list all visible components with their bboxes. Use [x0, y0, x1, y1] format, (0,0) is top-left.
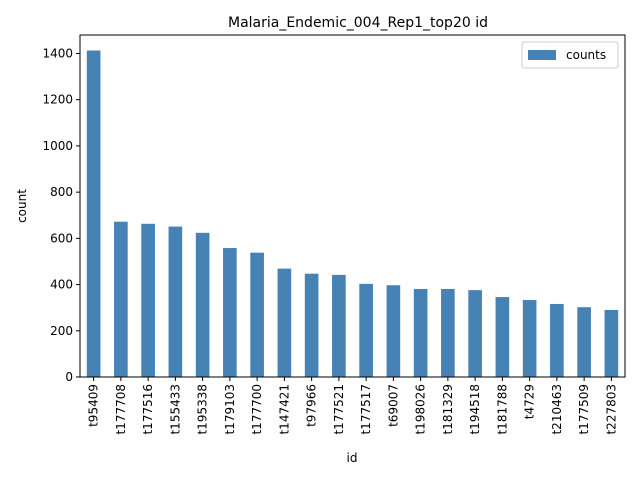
y-tick-label: 1400	[42, 46, 73, 60]
bar-t177516	[141, 223, 155, 377]
plot-frame	[79, 34, 626, 378]
x-tick-label-t177517: t177517	[359, 384, 373, 435]
bar-t4729	[522, 300, 537, 377]
x-tick-label-t198026: t198026	[414, 384, 428, 435]
y-axis-label: count	[15, 189, 29, 223]
bar-t210463	[550, 303, 564, 377]
x-tick-label-t181788: t181788	[495, 384, 509, 435]
y-tick-label: 600	[50, 231, 73, 245]
x-tick-label-t181329: t181329	[441, 384, 455, 435]
x-tick-label-t227803: t227803	[604, 384, 618, 435]
bar-t177517	[359, 283, 373, 377]
bar-t227803	[604, 309, 619, 377]
x-tick-label-t177516: t177516	[141, 384, 155, 435]
bar-t147421	[277, 268, 292, 377]
x-tick-label-t194518: t194518	[468, 384, 482, 435]
y-tick-label: 0	[65, 370, 73, 384]
x-tick-label-t4729: t4729	[523, 384, 537, 419]
bar-t177708	[114, 221, 128, 377]
chart-title: Malaria_Endemic_004_Rep1_top20 id	[228, 15, 488, 31]
bars-group	[86, 50, 619, 377]
x-tick-label-t155433: t155433	[168, 384, 182, 435]
x-tick-label-t177700: t177700	[250, 384, 264, 435]
bar-t195338	[195, 232, 210, 377]
bar-t69007	[386, 285, 401, 377]
bar-t194518	[468, 290, 482, 377]
bar-t177509	[577, 307, 591, 377]
y-tick-label: 800	[50, 185, 73, 199]
bar-t181329	[441, 288, 455, 377]
x-axis-label: id	[347, 451, 358, 465]
legend-label-counts: counts	[566, 48, 606, 62]
x-tick-label-t179103: t179103	[223, 384, 237, 435]
x-tick-label-t177509: t177509	[577, 384, 591, 435]
bar-t198026	[413, 288, 428, 377]
x-tick-label-t177521: t177521	[332, 384, 346, 435]
x-tick-label-t95409: t95409	[87, 384, 101, 427]
bar-t177700	[250, 252, 264, 377]
x-tick-label-t195338: t195338	[196, 384, 210, 435]
y-tick-label: 1000	[42, 139, 73, 153]
y-axis: 0 200 400 600 800 1000 1200 1400	[42, 46, 80, 384]
bar-t181788	[495, 297, 510, 377]
x-axis: t95409 t177708 t177516 t155433 t195338 t17910…	[87, 377, 618, 435]
legend-frame	[521, 41, 619, 69]
legend: counts	[521, 41, 619, 69]
legend-swatch-counts	[528, 50, 556, 60]
bar-t155433	[168, 226, 183, 377]
y-tick-label: 1200	[42, 93, 73, 107]
y-tick-label: 200	[50, 324, 73, 338]
x-tick-label-t177708: t177708	[114, 384, 128, 435]
bar-t177521	[332, 274, 346, 377]
x-tick-label-t69007: t69007	[386, 384, 400, 427]
x-tick-label-t210463: t210463	[550, 384, 564, 435]
bar-t179103	[223, 248, 237, 377]
x-tick-label-t97966: t97966	[305, 384, 319, 427]
bar-t97966	[304, 273, 319, 377]
x-tick-label-t147421: t147421	[277, 384, 291, 435]
bar-t95409	[86, 50, 101, 377]
y-tick-label: 400	[50, 278, 73, 292]
